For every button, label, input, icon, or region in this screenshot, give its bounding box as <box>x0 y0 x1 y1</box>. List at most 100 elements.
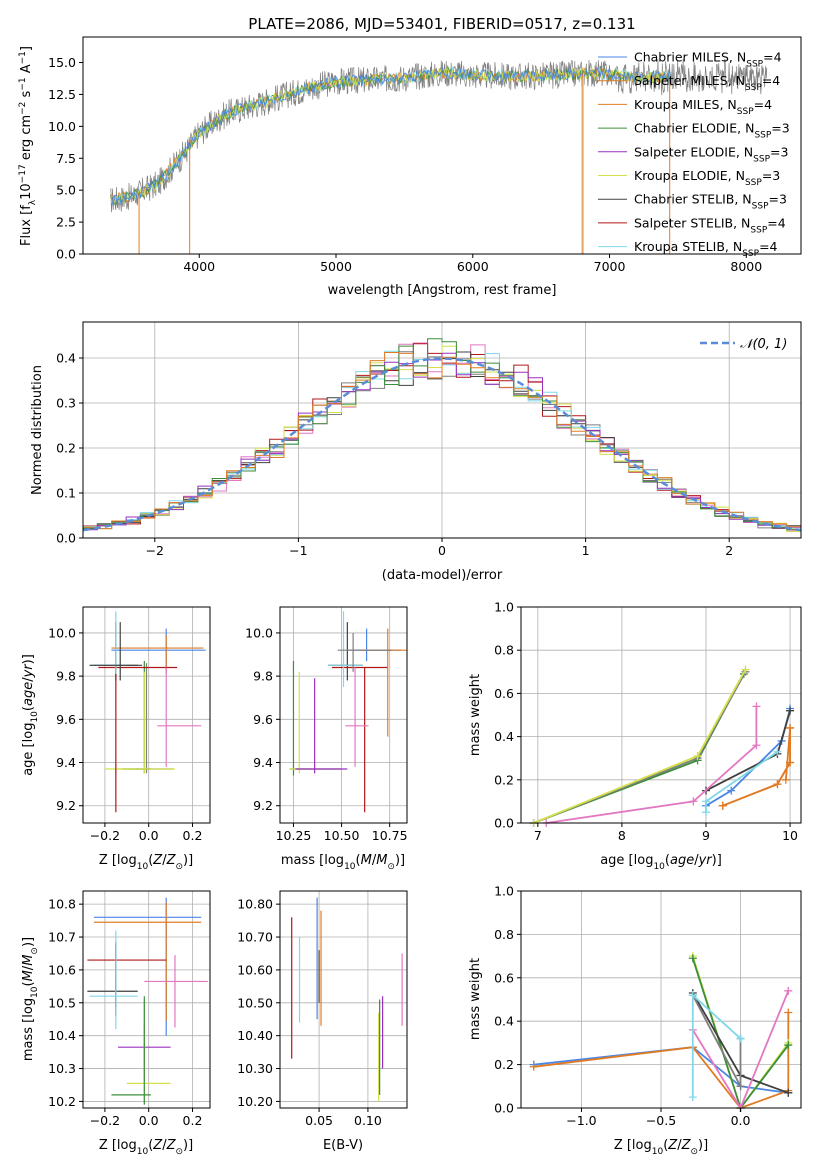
x-tick-label: 10.75 <box>372 828 408 843</box>
spectrum-ylabel: Flux [fλ10−17 erg cm−2 s−1 A−1] <box>18 46 38 246</box>
x-tick-label: 7 <box>534 828 542 843</box>
y-tick-label: 0.2 <box>494 1057 514 1072</box>
y-tick-label: 12.5 <box>48 87 76 102</box>
y-tick-label: 10.20 <box>237 1094 273 1109</box>
observed-spectrum-line <box>110 58 768 213</box>
y-tick-label: 9.6 <box>253 712 273 727</box>
x-tick-label: −1 <box>289 543 307 558</box>
mw-age-xlabel: age [log10(age/yr)] <box>600 853 722 872</box>
residual-histogram-panel: −2 −1 0 1 2 0.0 0.1 0.2 0.3 0.4 𝒩(0, 1) (data-mod… <box>30 321 802 583</box>
legend-value: =3 <box>771 121 789 136</box>
mass-vs-z-panel: −0.2 0.0 0.2 10.2 10.3 10.4 10.5 10.6 10.7 10.8 Z… <box>21 890 211 1157</box>
legend-subscript: SSP <box>750 225 767 235</box>
y-tick-label: 0.0 <box>56 247 76 262</box>
legend-subscript: SSP <box>754 131 771 141</box>
legend-label: Kroupa ELODIE, NSSP=3 <box>634 168 780 188</box>
x-tick-label: 7000 <box>594 259 626 274</box>
legend-label: Salpeter ELODIE, NSSP=3 <box>634 144 788 164</box>
legend-subscript: SSP <box>752 202 769 212</box>
y-tick-label: 0.3 <box>56 396 76 411</box>
legend-value: =4 <box>762 73 780 88</box>
model-spectrum-line <box>109 65 672 204</box>
x-tick-label: 4000 <box>183 259 215 274</box>
massweight-age-marker <box>701 808 710 817</box>
x-tick-label: 2 <box>725 543 733 558</box>
massweight-age-marker <box>752 702 761 711</box>
x-tick-label: 1 <box>582 543 590 558</box>
mass-z-xlabel: Z [log10(Z/Z⊙)] <box>99 1138 193 1157</box>
massweight-age-marker <box>781 775 790 784</box>
age-vs-mass-panel: 10.25 10.50 10.75 9.2 9.4 9.6 9.8 10.0 mass [lo… <box>245 606 408 872</box>
y-tick-label: 0.2 <box>56 441 76 456</box>
spectrum-panel: 4000 5000 6000 7000 8000 0.0 2.5 5.0 7.5 10.0 12.5… <box>18 36 802 298</box>
y-tick-label: 10.6 <box>48 962 76 977</box>
legend-subscript: SSP <box>753 154 770 164</box>
mass-ebv-xlabel: E(B-V) <box>323 1138 363 1153</box>
y-tick-label: 9.4 <box>253 755 273 770</box>
y-tick-label: 10.4 <box>48 1028 76 1043</box>
legend-label: Salpeter STELIB, NSSP=4 <box>634 215 786 235</box>
y-tick-label: 15.0 <box>48 55 76 70</box>
legend-subscript: SSP <box>737 107 754 117</box>
y-tick-label: 0.8 <box>494 643 514 658</box>
y-tick-label: 9.4 <box>56 755 76 770</box>
x-tick-label: 0.0 <box>731 1113 751 1128</box>
y-tick-label: 0.4 <box>494 729 514 744</box>
legend-value: =3 <box>770 144 788 159</box>
massweight-age-marker <box>727 786 736 795</box>
x-tick-label: −2 <box>146 543 164 558</box>
y-tick-label: 10.3 <box>48 1061 76 1076</box>
y-tick-label: 0.1 <box>56 486 76 501</box>
legend-label: Kroupa MILES, NSSP=4 <box>634 97 772 117</box>
massweight-vs-age-panel: 7 8 9 10 0.0 0.2 0.4 0.6 0.8 1.0 age [log10(age/y… <box>468 600 802 872</box>
massweight-age-line <box>533 673 745 824</box>
massweight-age-line <box>533 669 747 824</box>
massweight-age-marker <box>786 758 795 767</box>
y-tick-label: 1.0 <box>494 600 514 615</box>
y-tick-label: 10.0 <box>48 625 76 640</box>
massweight-z-marker <box>688 991 697 1000</box>
legend-label: Chabrier MILES, NSSP=4 <box>634 50 782 70</box>
legend-value: =4 <box>767 215 785 230</box>
mw-age-ylabel: mass weight <box>468 674 483 756</box>
y-tick-label: 10.40 <box>237 1028 273 1043</box>
x-tick-label: 10.25 <box>276 828 312 843</box>
legend-value: =4 <box>763 50 781 65</box>
model-spectrum-line <box>110 66 672 206</box>
massweight-z-marker <box>736 1082 745 1091</box>
histogram-ylabel: Normed distribution <box>30 365 45 495</box>
x-tick-label: 8000 <box>730 259 762 274</box>
histogram-step-line <box>83 352 801 530</box>
y-tick-label: 10.2 <box>48 1094 76 1109</box>
massweight-age-marker <box>741 665 750 674</box>
x-tick-label: 10.50 <box>324 828 360 843</box>
massweight-age-marker <box>786 706 795 715</box>
legend-value: =4 <box>759 239 777 254</box>
age-z-xlabel: Z [log10(Z/Z⊙)] <box>99 853 193 872</box>
massweight-z-marker <box>688 1093 697 1102</box>
legend-label: Chabrier ELODIE, NSSP=3 <box>634 121 790 141</box>
y-tick-label: 0.0 <box>494 816 514 831</box>
legend-label: Chabrier STELIB, NSSP=3 <box>634 192 787 212</box>
x-tick-label: 0 <box>438 543 446 558</box>
y-tick-label: 10.50 <box>237 995 273 1010</box>
massweight-age-line <box>546 706 758 824</box>
x-tick-label: 6000 <box>457 259 489 274</box>
legend-value: =4 <box>754 97 772 112</box>
y-tick-label: 1.0 <box>494 884 514 899</box>
y-tick-label: 7.5 <box>56 151 76 166</box>
figure-title: PLATE=2086, MJD=53401, FIBERID=0517, z=0… <box>248 15 635 33</box>
massweight-age-marker <box>752 741 761 750</box>
y-tick-label: 0.4 <box>494 1014 514 1029</box>
massweight-age-marker <box>786 723 795 732</box>
y-tick-label: 10.30 <box>237 1061 273 1076</box>
legend-subscript: SSP <box>745 83 762 93</box>
x-tick-label: 0.0 <box>139 828 159 843</box>
massweight-z-marker <box>784 986 793 995</box>
y-tick-label: 0.4 <box>56 351 76 366</box>
y-tick-label: 0.8 <box>494 927 514 942</box>
histogram-xlabel: (data-model)/error <box>382 568 503 583</box>
y-tick-label: 10.0 <box>245 625 273 640</box>
massweight-age-marker <box>689 797 698 806</box>
x-tick-label: 9 <box>702 828 710 843</box>
